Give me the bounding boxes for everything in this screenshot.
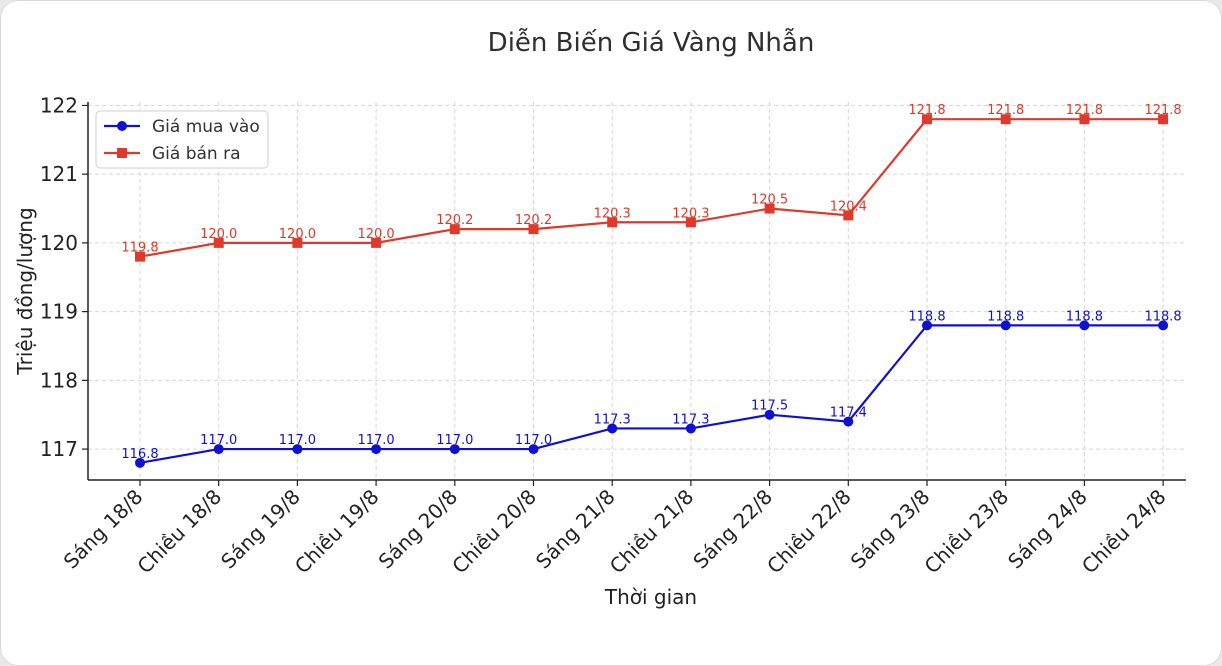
data-point	[528, 224, 539, 235]
data-label: 121.8	[908, 103, 945, 118]
x-tick-label: Chiều 23/8	[920, 485, 1014, 579]
data-point	[922, 114, 932, 125]
data-point	[1079, 320, 1090, 331]
y-tick-label: 122	[40, 93, 78, 117]
data-label: 117.0	[357, 433, 394, 448]
data-point	[922, 320, 932, 331]
data-point	[135, 251, 145, 262]
data-label: 120.0	[357, 227, 394, 242]
data-label: 121.8	[1066, 103, 1103, 118]
data-labels: 116.8 117.0 117.0 117.0 117.0 117.0 117.3 117.3…	[121, 103, 1181, 462]
data-label: 120.2	[515, 213, 552, 228]
data-label: 121.8	[987, 103, 1024, 118]
data-label: 117.3	[672, 412, 709, 427]
y-tick-label: 121	[40, 162, 78, 186]
series-line-1	[139, 118, 1164, 258]
data-label: 117.0	[436, 433, 473, 448]
data-point	[843, 210, 854, 221]
data-label: 120.0	[279, 227, 316, 242]
data-label: 118.8	[908, 309, 945, 324]
data-point	[528, 444, 539, 455]
series-line-0	[139, 324, 1164, 464]
data-point	[685, 423, 696, 434]
data-label: 120.3	[672, 206, 709, 221]
x-tick-label: Chiều 21/8	[605, 485, 699, 579]
x-tick-label: Chiều 24/8	[1077, 485, 1171, 579]
chart-title: Diễn Biến Giá Vàng Nhẫn	[488, 27, 815, 58]
legend: Giá mua vào Giá bán ra	[95, 110, 269, 169]
x-tick-label: Chiều 22/8	[762, 485, 856, 579]
data-label: 119.8	[121, 241, 158, 256]
data-point	[764, 409, 775, 420]
x-axis-label: Thời gian	[604, 585, 697, 609]
data-label: 120.5	[751, 193, 788, 208]
data-label: 120.4	[830, 199, 867, 214]
y-tick-label: 118	[40, 368, 78, 392]
data-label: 118.8	[1066, 309, 1103, 324]
data-point	[607, 423, 618, 434]
data-label: 117.3	[594, 412, 631, 427]
data-label: 120.3	[594, 206, 631, 221]
x-tick-label: Chiều 20/8	[447, 485, 541, 579]
data-point	[371, 237, 382, 248]
data-point	[1000, 114, 1011, 125]
data-point	[607, 217, 618, 228]
data-point	[449, 224, 460, 235]
x-tick-label: Chiều 19/8	[290, 485, 384, 579]
data-label: 118.8	[987, 309, 1024, 324]
data-label: 117.4	[830, 406, 867, 421]
data-label: 121.8	[1144, 103, 1181, 118]
data-point	[292, 237, 303, 248]
data-point	[135, 457, 145, 468]
data-label: 117.5	[751, 399, 788, 414]
data-label: 120.2	[436, 213, 473, 228]
data-point	[213, 237, 224, 248]
data-label: 117.0	[515, 433, 552, 448]
data-point	[1000, 320, 1011, 331]
legend-label: Giá bán ra	[152, 144, 241, 164]
y-tick-label: 119	[40, 300, 78, 324]
data-label: 116.8	[121, 447, 158, 462]
data-label: 117.0	[200, 433, 237, 448]
data-point	[1158, 114, 1169, 125]
legend-marker	[117, 148, 127, 158]
legend-label: Giá mua vào	[152, 117, 260, 137]
y-tick-label: 117	[40, 437, 78, 461]
data-point	[843, 416, 854, 427]
x-tick-label: Chiều 18/8	[133, 485, 227, 579]
data-point	[292, 444, 303, 455]
data-point	[685, 217, 696, 228]
data-label: 118.8	[1144, 309, 1181, 324]
data-point	[1079, 114, 1090, 125]
legend-marker	[117, 121, 127, 131]
data-point	[764, 203, 775, 214]
series	[135, 114, 1169, 468]
data-point	[449, 444, 460, 455]
data-label: 117.0	[279, 433, 316, 448]
data-point	[213, 444, 224, 455]
data-label: 120.0	[200, 227, 237, 242]
data-point	[1158, 320, 1169, 331]
y-tick-label: 120	[40, 231, 78, 255]
data-point	[371, 444, 382, 455]
y-axis-label: Triệu đồng/lượng	[13, 207, 37, 375]
